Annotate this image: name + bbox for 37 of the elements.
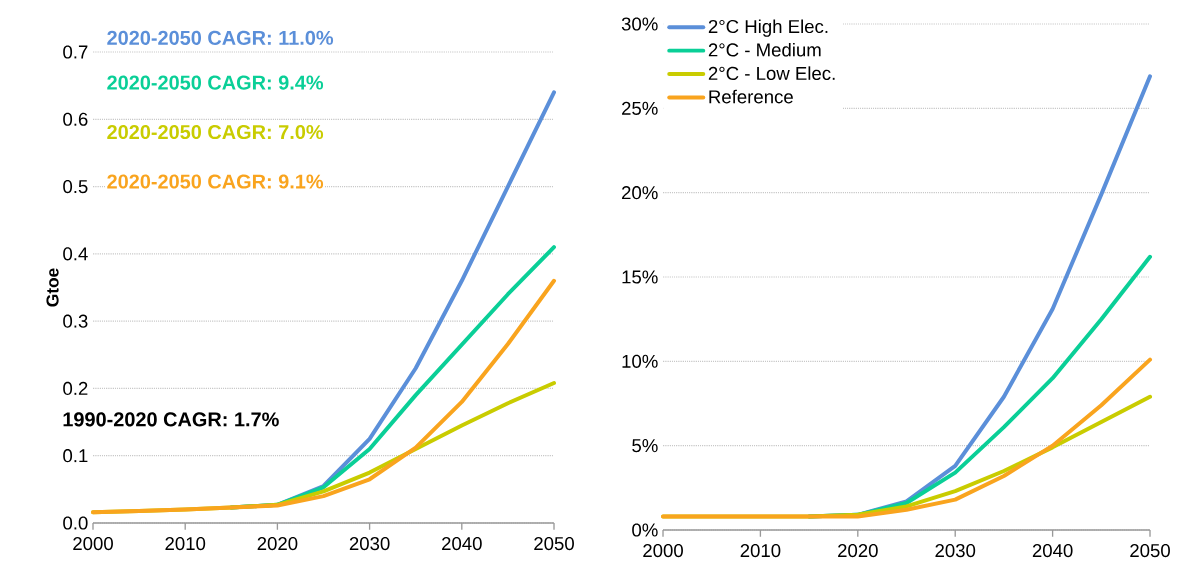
x-tick-label: 2040 <box>1032 543 1073 558</box>
legend-label: 2°C High Elec. <box>708 19 828 37</box>
annotation: 2020-2050 CAGR: 9.1% <box>107 174 324 189</box>
x-tick-label: 2030 <box>349 536 390 551</box>
x-tick-label: 2050 <box>1130 543 1170 558</box>
y-tick-label: 0.7 <box>63 45 88 59</box>
x-tick-label: 2050 <box>534 536 574 551</box>
y-tick-label: 20% <box>622 186 658 200</box>
annotation: 1990-2020 CAGR: 1.7% <box>63 412 279 427</box>
x-tick-label: 2010 <box>740 543 781 558</box>
y-tick-label: 0.5 <box>63 179 88 194</box>
y-tick-label: 0.3 <box>63 314 88 328</box>
x-tick-label: 2040 <box>442 536 482 551</box>
y-tick-label: 0.2 <box>63 381 88 396</box>
y-tick-label: 0.6 <box>63 112 88 126</box>
x-tick-label: 2000 <box>643 543 683 558</box>
x-tick-label: 2000 <box>73 536 113 551</box>
y-tick-label: 5% <box>632 439 658 453</box>
annotation: 2020-2050 CAGR: 7.0% <box>107 125 324 140</box>
y-tick-label: 0.4 <box>63 247 88 261</box>
legend-label: 2°C - Low Elec. <box>708 66 835 80</box>
x-tick-label: 2030 <box>935 543 976 558</box>
annotation: 2020-2050 CAGR: 9.4% <box>107 75 324 90</box>
y-axis-title: Gtoe <box>46 268 59 307</box>
y-tick-label: 0.0 <box>63 516 88 530</box>
x-tick-label: 2020 <box>257 536 298 551</box>
y-tick-label: 30% <box>621 17 658 31</box>
y-tick-label: 0.1 <box>63 449 88 463</box>
y-tick-label: 0% <box>632 523 658 537</box>
x-tick-label: 2020 <box>838 543 878 558</box>
text: 2020-2050 CAGR: 11.0% <box>107 30 334 45</box>
y-tick-label: 25% <box>622 101 658 115</box>
legend-label: 2°C - Medium <box>708 42 821 57</box>
y-tick-label: 15% <box>622 270 658 284</box>
x-tick-label: 2010 <box>165 536 206 551</box>
y-tick-label: 10% <box>622 354 658 368</box>
legend-label: Reference <box>709 89 793 104</box>
